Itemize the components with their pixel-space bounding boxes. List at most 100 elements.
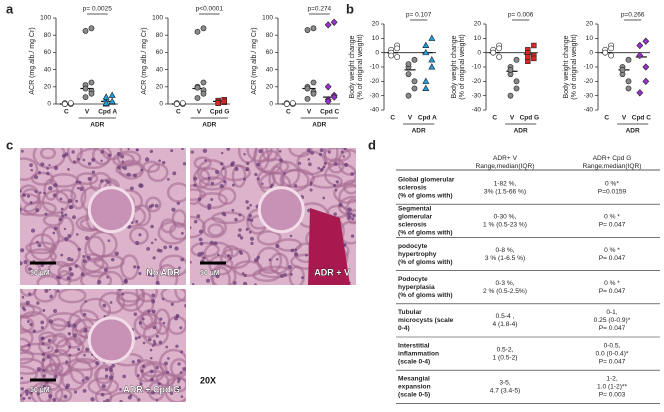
nucleus — [178, 266, 181, 270]
nucleus — [65, 383, 70, 388]
data-point — [330, 93, 338, 101]
nucleus — [232, 281, 237, 285]
nucleus — [48, 163, 51, 167]
p-value: p= 0.0025 — [83, 6, 112, 13]
data-point — [200, 25, 207, 32]
nucleus — [21, 306, 25, 310]
table-cell: Mesangial — [398, 376, 430, 383]
nucleus — [158, 340, 163, 345]
nucleus — [193, 219, 198, 224]
nucleus — [34, 190, 38, 194]
tubule — [166, 182, 186, 203]
nucleus — [46, 166, 49, 170]
tubule — [39, 148, 57, 160]
nucleus — [29, 200, 33, 204]
nucleus — [138, 233, 142, 237]
nucleus — [60, 214, 65, 218]
nucleus — [46, 171, 50, 176]
nucleus — [220, 162, 224, 166]
nucleus — [276, 257, 279, 261]
table-cell: Segmental — [398, 206, 432, 213]
nucleus — [163, 245, 168, 250]
tubule — [139, 369, 170, 395]
data-point — [636, 41, 644, 50]
nucleus — [37, 170, 42, 175]
nucleus — [137, 398, 141, 401]
nucleus — [85, 347, 90, 352]
image-label: ADR + Cpd G — [123, 384, 180, 394]
nucleus — [239, 236, 244, 240]
nucleus — [156, 248, 161, 253]
x-tick-label: V — [85, 109, 90, 116]
nucleus — [67, 324, 71, 328]
table-cell: 0.25 (0-0.9)* — [594, 317, 631, 324]
nucleus — [100, 159, 103, 162]
tubule — [58, 289, 87, 304]
data-point — [88, 79, 95, 86]
nucleus — [146, 246, 151, 251]
nucleus — [129, 394, 133, 397]
x-tick-label: V — [510, 115, 515, 122]
nucleus — [210, 181, 215, 186]
nucleus — [209, 240, 214, 245]
micrograph — [190, 148, 356, 285]
nucleus — [36, 392, 40, 396]
y-tick-label: -40 — [472, 107, 482, 114]
nucleus — [197, 252, 202, 257]
nucleus — [309, 183, 313, 187]
p-value: p=0.274 — [307, 6, 331, 13]
nucleus — [290, 273, 293, 276]
y-tick-label: 10 — [474, 35, 482, 42]
nucleus — [245, 227, 249, 231]
data-point — [405, 71, 412, 78]
nucleus — [83, 353, 86, 357]
y-tick-label: 10 — [586, 35, 594, 42]
tubule — [76, 172, 99, 186]
nucleus — [102, 303, 107, 308]
nucleus — [309, 181, 313, 185]
x-tick-label: C — [492, 115, 497, 122]
tubule — [54, 388, 73, 402]
data-point — [61, 101, 68, 107]
nucleus — [179, 371, 183, 374]
nucleus — [347, 207, 352, 212]
nucleus — [133, 173, 137, 178]
nucleus — [20, 149, 24, 153]
nucleus — [334, 188, 338, 192]
nucleus — [52, 193, 57, 198]
table-cell: 0-1, — [606, 309, 618, 316]
data-point — [428, 56, 436, 63]
table-cell: 0-0.5, — [604, 342, 621, 349]
y-tick-label: 60 — [44, 49, 52, 56]
x-tick-label: C — [390, 115, 395, 122]
nucleus — [196, 214, 201, 219]
nucleus — [167, 357, 170, 360]
nucleus — [27, 292, 32, 296]
data-point — [619, 66, 626, 73]
nucleus — [30, 228, 36, 233]
nucleus — [310, 151, 314, 155]
nucleus — [121, 160, 125, 163]
tubule — [55, 188, 77, 204]
nucleus — [82, 158, 86, 162]
nucleus — [180, 231, 184, 235]
nucleus — [34, 175, 39, 180]
tubule — [219, 164, 251, 182]
nucleus — [238, 213, 242, 217]
table-cell: P= 0.047 — [599, 288, 626, 295]
nucleus — [151, 299, 156, 304]
nucleus — [229, 256, 232, 260]
tubule — [193, 156, 212, 170]
nucleus — [120, 154, 125, 159]
group-label: ADR — [412, 128, 426, 135]
nucleus — [248, 214, 253, 218]
nucleus — [58, 217, 63, 222]
nucleus — [245, 200, 249, 204]
nucleus — [210, 198, 214, 201]
table-cell: (% of gloms with) — [398, 292, 453, 299]
data-point — [194, 95, 201, 101]
y-tick-label: -20 — [472, 78, 482, 85]
tubule — [333, 182, 356, 204]
tubule — [84, 235, 106, 263]
table-cell: inflammation — [398, 350, 439, 357]
